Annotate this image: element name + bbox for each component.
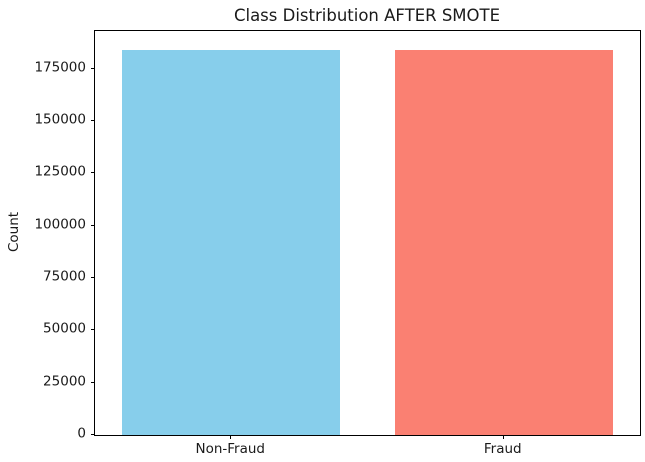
bar-non-fraud [122, 49, 341, 435]
x-tick-mark [502, 435, 504, 439]
x-tick-label: Fraud [483, 441, 522, 457]
plot-area [94, 30, 641, 436]
y-tick-label: 100000 [34, 215, 86, 232]
y-tick-label: 25000 [43, 372, 86, 389]
y-tick-label: 0 [77, 425, 86, 442]
y-tick-mark [91, 434, 95, 435]
y-tick-mark [91, 172, 95, 174]
y-tick-mark [91, 120, 95, 121]
x-tick-label: Non-Fraud [195, 441, 266, 457]
y-tick-mark [91, 381, 95, 383]
y-tick-mark [91, 329, 95, 331]
y-tick-label: 50000 [43, 320, 86, 337]
chart-title: Class Distribution AFTER SMOTE [233, 6, 501, 25]
x-tick-mark [230, 435, 232, 439]
bar-fraud [394, 49, 613, 435]
y-tick-mark [91, 224, 95, 226]
y-tick-label: 75000 [43, 268, 86, 285]
y-tick-label: 175000 [34, 58, 86, 75]
y-tick-mark [91, 67, 95, 69]
y-tick-label: 125000 [34, 163, 86, 180]
y-axis-label: Count [6, 211, 22, 253]
y-tick-mark [91, 277, 95, 278]
y-tick-label: 150000 [34, 111, 86, 128]
